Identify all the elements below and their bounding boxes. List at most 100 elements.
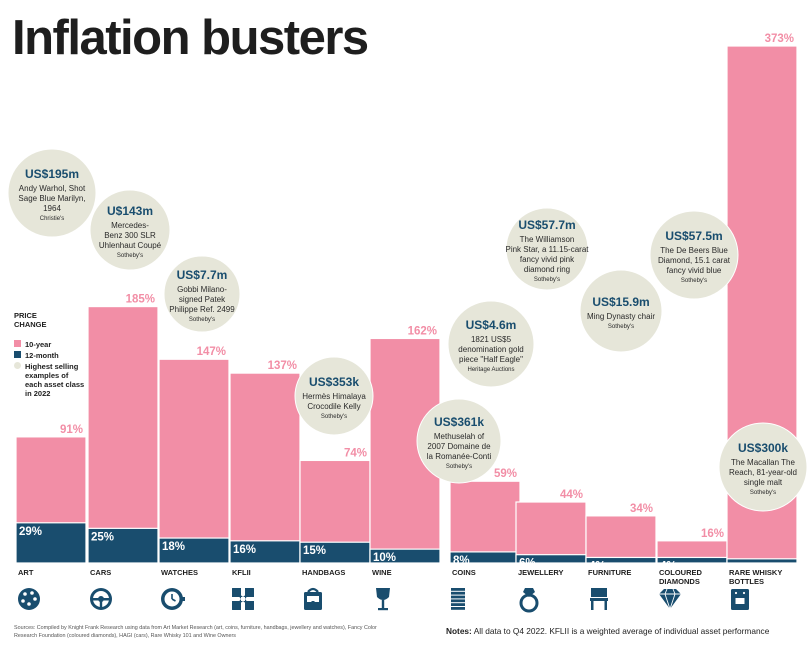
bubble-price: US$4.6m: [466, 318, 517, 332]
bar-12-month: [158, 537, 230, 564]
ring-gem: [523, 588, 535, 597]
category-label: CARS: [90, 568, 111, 577]
bubble-price: US$300k: [738, 441, 788, 455]
bubble-source: Sotheby's: [189, 317, 215, 323]
bar-10-year: [449, 480, 521, 564]
category-label: WATCHES: [161, 568, 198, 577]
steering-wheel-icon: [90, 588, 112, 610]
wine-glass-icon: [376, 588, 390, 611]
palette-dot: [21, 599, 25, 603]
bar-12-month: [369, 548, 441, 564]
coin-layer: [451, 595, 465, 599]
bubble-description-line: Mercedes-: [111, 221, 149, 230]
data-label-12-month: 18%: [162, 541, 185, 553]
bubble-description-line: Hermès Himalaya: [302, 392, 366, 401]
legend-label-12-month: 12-month: [25, 351, 59, 360]
wine-bowl: [376, 588, 390, 600]
bubble-circle: [163, 255, 241, 333]
bubble-source: Heritage Auctions: [467, 367, 514, 373]
bubble-description-line: Uhlenhaut Coupé: [99, 241, 162, 250]
watch-icon: [161, 588, 185, 610]
bubble-description-line: 1821 US$5: [471, 335, 512, 344]
handbag-handle: [307, 587, 319, 593]
data-label-10-year: 185%: [126, 294, 155, 306]
data-label-12-month: 25%: [91, 531, 114, 543]
palette-dot: [30, 591, 34, 595]
data-label-10-year: 74%: [344, 447, 367, 459]
category-label: RARE WHISKY: [729, 568, 782, 577]
bubble-description-line: Methuselah of: [434, 432, 485, 441]
category-label: COLOURED: [659, 568, 703, 577]
bubble-description-line: Ming Dynasty chair: [587, 312, 655, 321]
legend-highest-line: examples of: [25, 371, 69, 380]
category-label: KFLII: [232, 568, 251, 577]
data-label-10-year: 34%: [630, 503, 653, 515]
chair-seat: [590, 598, 608, 601]
legend: PRICE CHANGE 10-year 12-month Highest se…: [14, 311, 84, 398]
data-label-10-year: 147%: [197, 346, 226, 358]
data-label-12-month: 3%: [730, 562, 747, 574]
bar-12-month: [585, 556, 657, 564]
whisky-bottle-icon: [731, 589, 749, 610]
data-label-12-month: 15%: [303, 545, 326, 557]
data-label-10-year: 59%: [494, 468, 517, 480]
category-label: ART: [18, 568, 34, 577]
handbag-clasp: [311, 601, 315, 604]
bubble-source: Sotheby's: [534, 277, 560, 283]
coin-layer: [451, 607, 465, 610]
chart-title: Inflation busters: [12, 11, 368, 65]
bubble-price: US$361k: [434, 415, 484, 429]
coin-layer: [451, 588, 465, 591]
bubble-price: US$195m: [25, 167, 79, 181]
data-label-10-year: 373%: [765, 33, 794, 45]
bubble-circle: [718, 422, 808, 512]
bubble-description-line: fancy vivid blue: [667, 266, 722, 275]
item-bubble: US$7.7m Gobbi Milano-signed PatekPhilippe…: [163, 255, 241, 333]
category-label: BOTTLES: [729, 577, 764, 586]
bubble-description-line: fancy vivid pink: [520, 255, 575, 264]
bubble-description-line: The Williamson: [520, 235, 575, 244]
bubble-circle: [649, 210, 739, 300]
watch-hands: [171, 594, 176, 602]
bar-10-year: [229, 372, 301, 564]
handbag-flap: [307, 596, 319, 602]
bubble-description-line: Sage Blue Marilyn,: [18, 194, 85, 203]
bar-12-month: [726, 558, 798, 564]
bubble-price: US$7.7m: [177, 268, 228, 282]
bubble-description-line: single malt: [744, 478, 783, 487]
chair-icon: [590, 588, 608, 610]
chair-back: [591, 588, 607, 597]
notes-label: Notes:: [446, 626, 472, 636]
coins-icon: [451, 588, 465, 610]
legend-heading-line2: CHANGE: [14, 320, 47, 329]
legend-highest-line: in 2022: [25, 389, 50, 398]
bubble-description-line: piece "Half Eagle": [459, 355, 523, 364]
bubble-circle: [579, 269, 663, 353]
bubble-source: Sotheby's: [321, 414, 347, 420]
bottle-dot: [742, 591, 746, 595]
data-label-10-year: 16%: [701, 528, 724, 540]
bottle-label: [735, 598, 745, 604]
bubble-description-line: Andy Warhol, Shot: [19, 184, 86, 193]
diamond-facets: [659, 588, 681, 610]
palette-dot: [27, 602, 31, 606]
wine-stem: [381, 600, 385, 608]
kflii-logo-icon: [232, 588, 254, 610]
bubble-description-line: Benz 300 SLR: [104, 231, 156, 240]
data-label-12-month: 4%: [660, 560, 677, 572]
bubble-source: Sotheby's: [750, 490, 776, 496]
data-label-12-month: 29%: [19, 526, 42, 538]
bubble-source: Sotheby's: [117, 253, 143, 259]
bar-10-year: [87, 305, 159, 564]
bubble-description-line: 1964: [43, 204, 61, 213]
data-label-12-month: 4%: [589, 560, 606, 572]
bubble-description-line: The De Beers Blue: [660, 246, 728, 255]
category-label: JEWELLERY: [518, 568, 564, 577]
